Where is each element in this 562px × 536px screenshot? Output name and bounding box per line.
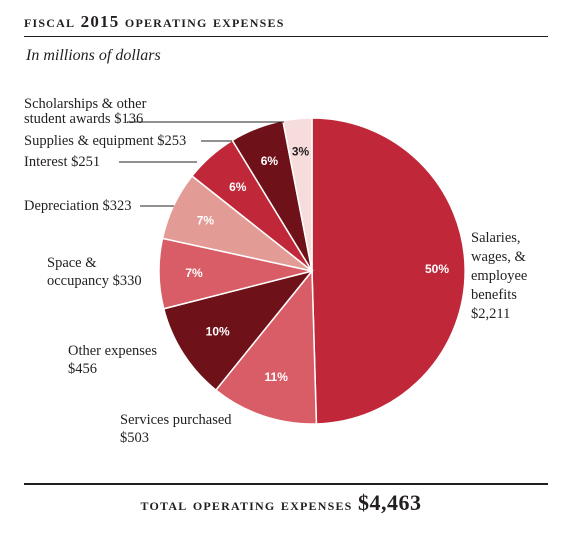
slice-category-label: Space & occupancy $330 [47,255,142,289]
slice-percent-label: 50% [425,262,449,276]
slice-percent-label: 7% [197,214,215,228]
slice-category-label: Services purchased $503 [120,412,232,446]
slice-category-label: Interest $251 [24,154,100,170]
pie-slice [162,269,315,392]
slice-category-label: Salaries, wages, & employee benefits $2,211 [471,230,527,322]
pie-chart: 50% 11% 10% 7% 7% 6% 6% 3% Salaries, wages, & empl… [24,96,527,446]
slice-category-label: Depreciation $323 [24,198,132,214]
total-line: Total Operating Expenses $4,463 [0,490,562,516]
title-rule [24,36,548,37]
total-rule [24,483,548,485]
slice-percent-label: 6% [229,180,247,194]
slice-percent-label: 11% [265,370,289,384]
chart-title: Fiscal 2015 Operating Expenses [24,12,285,31]
slice-percent-label: 7% [185,266,203,280]
slice-category-label: Scholarships & other student awards $136 [24,96,147,127]
total-label: Total Operating Expenses [140,495,353,514]
pie-slice [214,268,318,425]
pie-slice [282,117,313,272]
slice-category-label: Other expenses $456 [68,343,157,377]
slice-percent-label: 6% [261,154,279,168]
total-value: $4,463 [357,490,422,515]
chart-subtitle: In millions of dollars [26,47,161,64]
pie-slice [311,117,466,425]
slice-category-label: Supplies & equipment $253 [24,133,186,149]
slice-percent-label: 3% [292,145,310,159]
slice-percent-label: 10% [206,325,230,339]
